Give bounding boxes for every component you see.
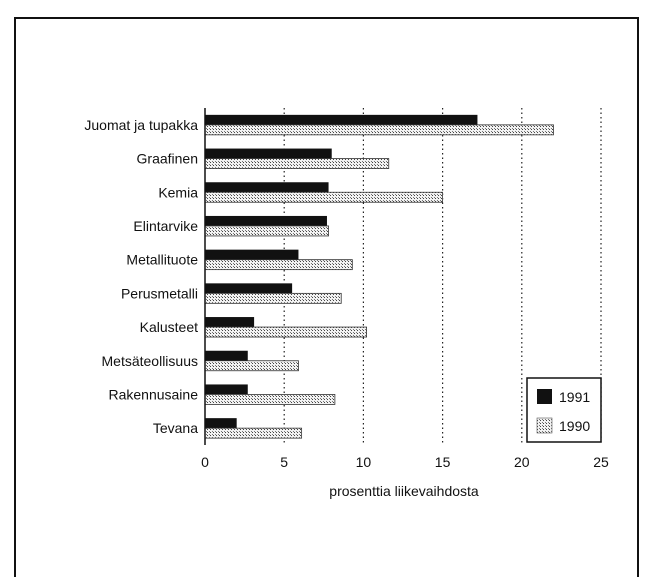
bar-1991-9 — [205, 418, 237, 429]
category-label-2: Kemia — [158, 184, 198, 200]
x-tick-label-5: 5 — [280, 454, 288, 470]
category-label-1: Graafinen — [137, 151, 198, 167]
legend-label-1991: 1991 — [559, 389, 590, 405]
category-labels: Juomat ja tupakka Graafinen Kemia Elintarvi… — [84, 117, 198, 436]
bar-1990-2 — [204, 191, 444, 203]
bar-1991-7 — [205, 350, 248, 361]
bar-1990-8 — [204, 394, 336, 405]
bar-1990-1 — [204, 158, 390, 169]
legend-box — [526, 377, 602, 443]
bar-1991-4 — [205, 249, 299, 260]
bar-1991-0 — [205, 114, 478, 125]
bar-1990-6 — [204, 326, 367, 338]
legend-label-1990: 1990 — [559, 418, 590, 434]
bar-1990-7 — [204, 360, 299, 372]
category-label-5: Perusmetalli — [121, 285, 198, 301]
x-tick-label-25: 25 — [593, 454, 609, 470]
bar-1991-5 — [205, 283, 293, 294]
bar-1991-3 — [205, 215, 327, 226]
bar-1990-0 — [204, 124, 554, 136]
chart-frame — [14, 17, 639, 577]
x-tick-labels: 0 5 10 15 20 25 — [201, 454, 609, 470]
x-tick-label-0: 0 — [201, 454, 209, 470]
legend-swatch-1991 — [537, 389, 552, 404]
category-label-7: Metsäteollisuus — [102, 353, 199, 369]
x-tick-label-20: 20 — [514, 454, 530, 470]
category-label-3: Elintarvike — [133, 218, 198, 234]
x-tick-label-10: 10 — [356, 454, 372, 470]
category-label-9: Tevana — [153, 420, 198, 436]
bar-1990-3 — [204, 225, 329, 237]
legend: 1991 1990 — [526, 377, 602, 443]
bar-1991-1 — [205, 148, 332, 159]
bar-1990-5 — [204, 292, 342, 304]
bar-1991-8 — [205, 384, 248, 395]
x-tick-label-15: 15 — [435, 454, 451, 470]
category-label-6: Kalusteet — [140, 319, 198, 335]
bars — [204, 114, 554, 439]
bar-1991-6 — [205, 317, 255, 328]
category-label-8: Rakennusaine — [108, 386, 198, 402]
bar-1991-2 — [205, 182, 329, 193]
category-label-4: Metallituote — [126, 252, 198, 268]
x-axis-title: prosenttia liikevaihdosta — [329, 483, 479, 499]
bar-1990-4 — [204, 259, 353, 271]
category-label-0: Juomat ja tupakka — [84, 117, 198, 133]
bar-1990-9 — [204, 427, 303, 439]
legend-swatch-1990 — [536, 417, 553, 434]
